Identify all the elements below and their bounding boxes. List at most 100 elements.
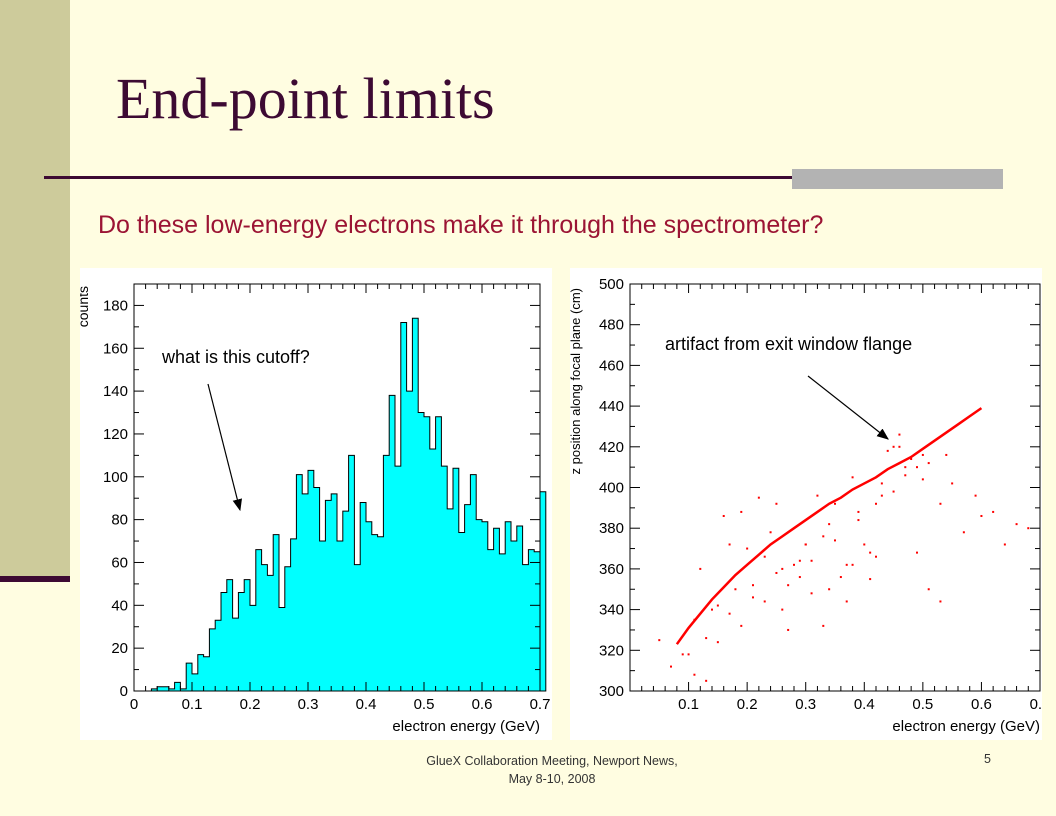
scatter-point bbox=[787, 584, 790, 587]
x-tick-label: 0.1 bbox=[678, 696, 699, 713]
scatter-point bbox=[740, 510, 743, 513]
annotation-cutoff: what is this cutoff? bbox=[161, 347, 310, 367]
y-tick-label: 360 bbox=[599, 561, 624, 578]
scatter-point bbox=[828, 588, 831, 591]
x-tick-label: 0.1 bbox=[182, 696, 203, 713]
scatter-point bbox=[1027, 527, 1030, 530]
scatter-point bbox=[898, 433, 901, 436]
slide-number: 5 bbox=[984, 752, 991, 766]
scatter-point bbox=[927, 588, 930, 591]
slide-title: End-point limits bbox=[116, 66, 495, 131]
scatter-point bbox=[886, 449, 889, 452]
y-tick-label: 340 bbox=[599, 602, 624, 619]
y-tick-label: 0 bbox=[120, 683, 128, 700]
scatter-point bbox=[752, 596, 754, 599]
scatter-point bbox=[769, 531, 772, 534]
scatter-point bbox=[845, 600, 848, 603]
scatter-point bbox=[716, 641, 719, 644]
x-tick-label: 0.7 bbox=[1030, 696, 1042, 713]
y-tick-label: 480 bbox=[599, 317, 624, 334]
scatter-point bbox=[857, 510, 860, 513]
title-divider-accent bbox=[792, 169, 1003, 189]
scatter-point bbox=[910, 458, 913, 461]
slide-footer: GlueX Collaboration Meeting, Newport New… bbox=[382, 752, 722, 788]
scatter-chart: 0.1 0.2 0.3 0.4 0.5 0.6 0.7 300 320 340 360 380 400 4… bbox=[570, 276, 1042, 735]
y-axis-label: counts bbox=[80, 286, 91, 327]
scatter-point bbox=[681, 653, 684, 656]
x-tick-label: 0.7 bbox=[530, 696, 551, 713]
scatter-point bbox=[793, 563, 795, 566]
x-tick-label: 0.3 bbox=[298, 696, 319, 713]
scatter-point bbox=[658, 639, 661, 642]
footer-line-1: GlueX Collaboration Meeting, Newport New… bbox=[426, 754, 678, 768]
scatter-point bbox=[992, 510, 995, 513]
scatter-point bbox=[898, 445, 901, 448]
scatter-point bbox=[798, 576, 801, 579]
y-tick-label: 180 bbox=[103, 297, 128, 314]
scatter-point bbox=[857, 519, 860, 522]
scatter-point bbox=[974, 494, 977, 497]
x-tick-label: 0.6 bbox=[971, 696, 992, 713]
scatter-point bbox=[810, 592, 813, 595]
scatter-point bbox=[962, 531, 965, 534]
scatter-point bbox=[816, 494, 819, 497]
y-tick-label: 80 bbox=[111, 512, 128, 529]
scatter-point bbox=[822, 535, 825, 538]
scatter-point bbox=[699, 567, 702, 570]
scatter-point bbox=[845, 563, 848, 566]
histogram-chart: 0 0.1 0.2 0.3 0.4 0.5 0.6 0.7 0 20 40 60 80 100 120 140… bbox=[80, 283, 551, 735]
y-tick-label: 60 bbox=[111, 554, 128, 571]
scatter-point bbox=[781, 608, 784, 611]
scatter-point bbox=[798, 559, 801, 562]
y-axis-label: z position along focal plane (cm) bbox=[570, 288, 583, 474]
scatter-point bbox=[939, 502, 942, 505]
scatter-point bbox=[705, 679, 708, 682]
scatter-point bbox=[916, 466, 918, 469]
y-tick-label: 300 bbox=[599, 683, 624, 700]
main-band-line bbox=[675, 407, 983, 645]
x-tick-label: 0.5 bbox=[912, 696, 933, 713]
slide-subtitle: Do these low-energy electrons make it th… bbox=[98, 211, 824, 239]
scatter-point bbox=[939, 600, 942, 603]
y-tick-label: 140 bbox=[103, 383, 128, 400]
y-tick-label: 400 bbox=[599, 480, 624, 497]
scatter-point bbox=[822, 624, 825, 627]
scatter-point bbox=[705, 637, 708, 640]
scatter-point bbox=[711, 608, 713, 611]
x-tick-label: 0.4 bbox=[356, 696, 377, 713]
annotation-arrow bbox=[807, 375, 889, 440]
scatter-point bbox=[980, 514, 983, 517]
annotation-artifact: artifact from exit window flange bbox=[665, 334, 912, 354]
scatter-point bbox=[804, 543, 807, 546]
scatter-point bbox=[728, 612, 731, 615]
x-axis-label: electron energy (GeV) bbox=[892, 718, 1040, 735]
scatter-point bbox=[752, 584, 754, 587]
scatter-point bbox=[670, 665, 672, 668]
scatter-point bbox=[869, 551, 872, 554]
scatter-point bbox=[904, 474, 907, 477]
scatter-point bbox=[951, 482, 954, 485]
scatter-point bbox=[693, 673, 696, 676]
scatter-point bbox=[734, 588, 737, 591]
scatter-panel: 0.1 0.2 0.3 0.4 0.5 0.6 0.7 300 320 340 360 380 400 4… bbox=[570, 268, 1042, 740]
scatter-point bbox=[875, 502, 877, 505]
scatter-point bbox=[892, 445, 895, 448]
scatter-point bbox=[863, 543, 866, 546]
scatter-point bbox=[757, 496, 760, 499]
plot-frame bbox=[133, 283, 541, 692]
y-tick-label: 440 bbox=[599, 398, 624, 415]
left-decorative-band bbox=[0, 0, 70, 578]
scatter-point bbox=[746, 547, 749, 550]
scatter-point bbox=[916, 551, 918, 554]
scatter-point bbox=[834, 539, 836, 542]
scatter-point bbox=[839, 576, 842, 579]
scatter-point bbox=[945, 453, 948, 456]
y-tick-label: 500 bbox=[599, 276, 624, 293]
scatter-point bbox=[880, 482, 883, 485]
scatter-point bbox=[781, 567, 784, 570]
scatter-point bbox=[693, 618, 696, 621]
y-tick-label: 320 bbox=[599, 642, 624, 659]
scatter-point bbox=[875, 555, 877, 558]
y-tick-label: 100 bbox=[103, 469, 128, 486]
scatter-point bbox=[921, 478, 924, 481]
